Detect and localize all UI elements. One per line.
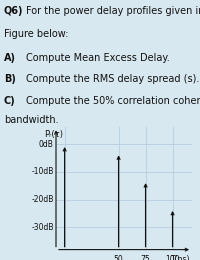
Text: For the power delay profiles given in: For the power delay profiles given in bbox=[26, 6, 200, 16]
Text: 50: 50 bbox=[114, 255, 123, 260]
Text: A): A) bbox=[4, 53, 16, 63]
Text: B): B) bbox=[4, 74, 16, 84]
Text: -10dB: -10dB bbox=[31, 167, 54, 176]
Text: Compute the RMS delay spread (s).: Compute the RMS delay spread (s). bbox=[26, 74, 199, 84]
Text: -20dB: -20dB bbox=[31, 195, 54, 204]
Text: 75: 75 bbox=[141, 255, 150, 260]
Text: 0dB: 0dB bbox=[39, 140, 54, 148]
Text: C): C) bbox=[4, 96, 16, 106]
Text: bandwidth.: bandwidth. bbox=[4, 115, 59, 125]
Text: T(ns): T(ns) bbox=[171, 255, 191, 260]
Text: Compute the 50% correlation coherence: Compute the 50% correlation coherence bbox=[26, 96, 200, 106]
Text: Compute Mean Excess Delay.: Compute Mean Excess Delay. bbox=[26, 53, 170, 63]
Text: Figure below:: Figure below: bbox=[4, 29, 68, 39]
Text: Pᵣ(τ): Pᵣ(τ) bbox=[44, 130, 63, 139]
Text: -30dB: -30dB bbox=[31, 223, 54, 232]
Text: 100: 100 bbox=[165, 255, 180, 260]
Text: Q6): Q6) bbox=[4, 6, 24, 16]
